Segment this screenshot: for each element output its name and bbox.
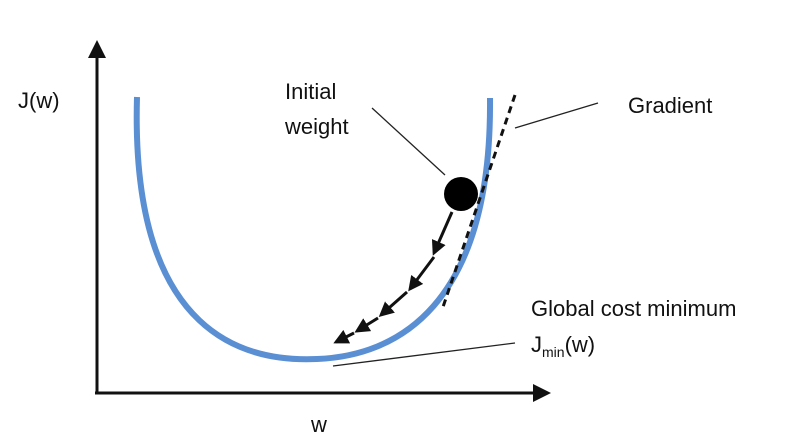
global-min-leader-line	[332, 342, 516, 367]
jmin-tail: (w)	[564, 332, 596, 357]
initial-weight-label-line1: Initial	[285, 79, 337, 104]
descent-step-arrow-5	[333, 329, 355, 344]
descent-step-arrow-4	[354, 316, 379, 333]
global-min-label: Global cost minimum	[531, 296, 737, 321]
gradient-tangent-line	[441, 94, 517, 308]
descent-step-arrow-1	[431, 211, 454, 256]
jmin-subscript: min	[542, 344, 565, 360]
jmin-base: J	[531, 332, 542, 357]
descent-step-arrow-2	[408, 256, 436, 292]
initial-weight-label-line2: weight	[285, 114, 349, 139]
jmin-label: Jmin(w)	[531, 330, 595, 360]
gradient-leader-line	[514, 102, 599, 129]
descent-step-arrow-3	[378, 290, 408, 317]
x-axis-arrowhead	[533, 384, 551, 402]
x-axis-label: w	[311, 412, 327, 437]
y-axis-arrowhead	[88, 40, 106, 58]
y-axis-label: J(w)	[18, 88, 60, 113]
initial-weight-leader-line	[371, 107, 446, 176]
cost-curve	[133, 96, 494, 363]
initial-weight-ball	[444, 177, 478, 211]
gradient-label: Gradient	[628, 93, 713, 118]
